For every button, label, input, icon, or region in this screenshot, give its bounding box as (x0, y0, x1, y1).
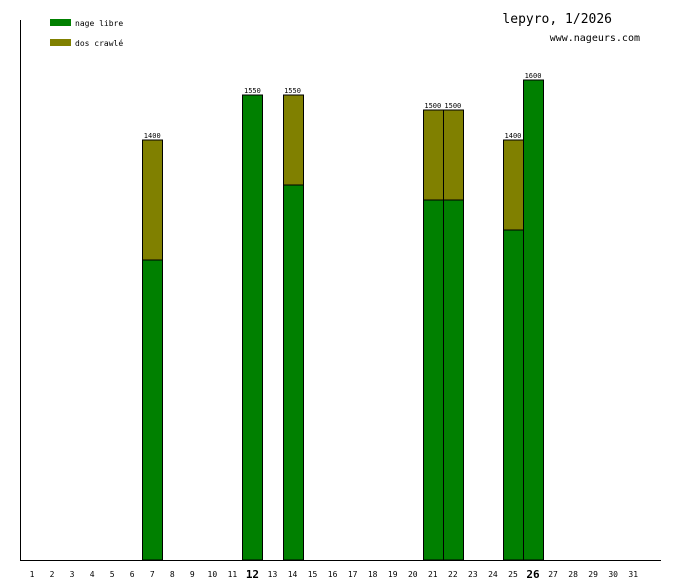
chart-title: lepyro, 1/2026 (502, 12, 612, 27)
bar-day-21-series-1 (423, 199, 444, 561)
x-tick-label-16: 16 (328, 570, 338, 579)
total-label-day-22: 1500 (444, 102, 461, 110)
x-tick-label-17: 17 (348, 570, 358, 579)
x-tick-label-25: 25 (508, 570, 518, 579)
bar-day-14-series-1 (283, 184, 304, 561)
x-tick-label-29: 29 (588, 570, 598, 579)
total-label-day-12: 1550 (244, 87, 261, 95)
x-tick-label-18: 18 (368, 570, 378, 579)
x-tick-label-4: 4 (90, 570, 95, 579)
bar-day-22-series-2 (443, 109, 464, 201)
x-tick-label-20: 20 (408, 570, 418, 579)
legend: nage libre dos crawlé (50, 19, 123, 48)
x-tick-label-5: 5 (110, 570, 115, 579)
x-tick-label-12: 12 (246, 568, 259, 580)
x-tick-label-23: 23 (468, 570, 478, 579)
bar-day-22-series-1 (443, 199, 464, 561)
bar-day-26-series-1 (523, 79, 544, 561)
x-tick-label-8: 8 (170, 570, 175, 579)
x-tick-label-15: 15 (308, 570, 318, 579)
x-tick-label-22: 22 (448, 570, 458, 579)
x-tick-label-26: 26 (526, 568, 540, 580)
bar-day-25-series-2 (503, 139, 524, 231)
bar-day-12-series-1 (242, 94, 263, 561)
x-tick-label-3: 3 (70, 570, 75, 579)
x-tick-label-1: 1 (30, 570, 35, 579)
x-tick-label-28: 28 (568, 570, 578, 579)
x-tick-label-9: 9 (190, 570, 195, 579)
x-tick-label-14: 14 (288, 570, 298, 579)
total-labels-layer: 1400 1550 1550 1500 1500 1400 1600 (144, 72, 542, 140)
x-tick-label-27: 27 (548, 570, 558, 579)
bar-day-21-series-2 (423, 109, 444, 201)
bars-layer (142, 79, 544, 561)
x-tick-label-24: 24 (488, 570, 498, 579)
bar-day-25-series-1 (503, 229, 524, 561)
x-tick-label-13: 13 (268, 570, 278, 579)
legend-label-1: nage libre (75, 19, 123, 28)
x-tick-label-11: 11 (228, 570, 238, 579)
total-label-day-26: 1600 (525, 72, 542, 80)
x-tick-label-21: 21 (428, 570, 438, 579)
legend-label-2: dos crawlé (75, 38, 123, 48)
x-tick-label-7: 7 (150, 570, 155, 579)
x-tick-label-6: 6 (130, 570, 135, 579)
legend-swatch-1 (50, 19, 71, 26)
bar-day-7-series-2 (142, 139, 163, 261)
bar-day-7-series-1 (142, 259, 163, 561)
total-label-day-21: 1500 (424, 102, 441, 110)
x-tick-labels: 1 2 3 4 5 6 7 8 9 10 11 12 13 14 15 16 17 18 19 20 21 22 23 24 2… (30, 568, 639, 580)
x-tick-label-30: 30 (608, 570, 618, 579)
bar-day-14-series-2 (283, 94, 304, 186)
x-tick-label-31: 31 (628, 570, 638, 579)
total-label-day-14: 1550 (284, 87, 301, 95)
x-tick-label-10: 10 (208, 570, 218, 579)
chart-subtitle: www.nageurs.com (550, 33, 640, 44)
total-label-day-7: 1400 (144, 132, 161, 140)
total-label-day-25: 1400 (505, 132, 522, 140)
legend-swatch-2 (50, 39, 71, 46)
x-tick-label-2: 2 (50, 570, 55, 579)
x-tick-label-19: 19 (388, 570, 398, 579)
